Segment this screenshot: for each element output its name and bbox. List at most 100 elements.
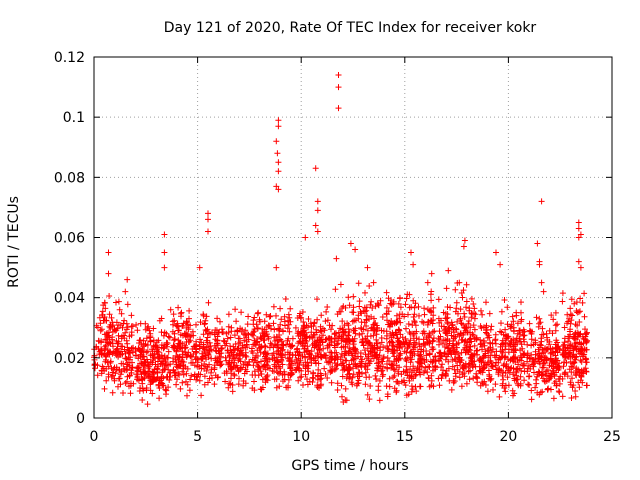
data-point [391,367,398,373]
data-point [550,395,557,402]
data-point [334,353,340,360]
data-point [461,310,468,317]
data-point [157,377,163,384]
data-point [171,330,178,337]
data-point [121,317,128,324]
data-point [377,297,384,304]
data-point [142,320,149,327]
data-point [396,295,403,302]
data-point [560,347,567,354]
data-point [390,332,397,339]
data-point [569,384,576,391]
data-point [460,243,467,250]
data-point [202,327,209,333]
data-point [380,344,387,351]
data-point [466,343,473,350]
data-point [552,309,559,316]
data-point [414,364,421,371]
data-point [498,308,505,315]
data-point [120,332,127,339]
data-point [114,350,121,356]
data-point [212,347,219,354]
data-point [175,304,182,311]
data-point [186,387,193,394]
data-point [318,375,325,382]
data-point [424,306,431,313]
data-point [469,352,476,359]
data-point [275,168,282,175]
data-point [451,356,458,362]
data-point [278,357,285,364]
data-point [393,389,400,396]
data-point [471,342,478,349]
data-point [266,313,273,320]
data-point [484,361,490,368]
data-point [526,382,533,388]
data-point [299,309,306,315]
data-point [411,318,418,324]
data-point [463,298,470,305]
data-point [226,360,233,367]
data-point [148,373,155,380]
data-point [521,360,527,367]
data-point [562,369,569,376]
data-point [362,381,369,388]
data-point [393,378,400,385]
data-point [332,286,339,293]
data-point [514,320,521,327]
data-point [128,369,135,376]
data-point [518,357,525,364]
data-point [544,367,551,373]
data-point [229,349,235,356]
data-point [340,326,347,333]
data-point [410,346,417,353]
data-point [122,380,129,387]
data-point [285,317,291,324]
data-point [317,342,324,348]
data-point [331,366,338,373]
data-point [115,332,122,339]
data-point [116,306,123,313]
data-point [539,364,546,371]
data-point [492,337,499,344]
data-point [538,279,545,286]
data-point [194,355,200,362]
data-point [221,370,228,377]
data-point [543,355,550,362]
data-point [312,357,319,364]
data-point [532,348,539,355]
data-point [165,348,172,355]
data-point [235,381,242,388]
data-point [390,366,397,372]
data-point [129,364,136,371]
data-point [378,335,385,341]
data-point [161,366,168,373]
data-point [161,329,168,336]
x-tick-label: 15 [396,429,414,445]
data-point [318,328,325,335]
data-point [406,340,413,347]
data-point [421,330,428,337]
data-point [300,338,307,344]
data-point [172,336,178,343]
data-point [568,296,575,303]
data-point [197,319,204,326]
data-point [294,315,301,321]
data-point [439,361,446,368]
data-point [482,327,489,334]
data-point [307,356,314,363]
data-point [225,384,232,391]
data-point [386,375,393,382]
data-point [497,261,504,268]
data-point [548,360,555,366]
data-point [200,311,207,318]
data-point [274,150,281,157]
data-point [275,159,282,166]
data-point [539,325,546,332]
data-point [561,359,567,366]
data-point [551,373,558,380]
data-point [567,379,574,386]
data-point [543,373,550,379]
data-point [220,329,226,336]
data-point [109,372,116,379]
